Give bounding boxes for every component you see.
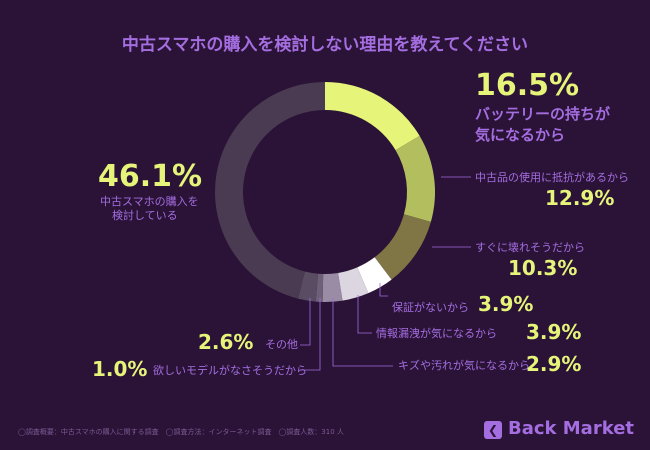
chart-title: 中古スマホの購入を検討しない理由を教えてください	[121, 35, 529, 55]
pct-kizu: 2.9%	[526, 352, 582, 376]
pct-jouhou: 3.9%	[526, 320, 582, 344]
pct-battery: 16.5%	[475, 68, 580, 103]
label-sonota: その他	[265, 338, 298, 351]
leader-kizu	[332, 298, 393, 367]
pct-considering: 46.1%	[98, 159, 203, 194]
label-hoshii: 欲しいモデルがなさそうだから	[153, 364, 307, 377]
donut-slice-7	[298, 271, 319, 302]
donut-slice-0	[325, 82, 420, 151]
label-chuko: 中古品の使用に抵抗があるから	[475, 171, 629, 184]
footer-note: ◯調査概要：中古スマホの購入に関する調査 ◯調査方法：インターネット調査 ◯調査…	[18, 428, 344, 436]
donut-slice-2	[374, 214, 431, 280]
donut-slice-3	[357, 257, 392, 294]
label-hoshou: 保証がないから	[392, 301, 469, 314]
pct-sonota: 2.6%	[198, 330, 254, 354]
brand-name: Back Market	[508, 418, 635, 439]
pct-hoshou: 3.9%	[478, 292, 534, 316]
pct-chuko: 12.9%	[545, 186, 615, 210]
donut-slice-8	[215, 82, 325, 299]
pct-hoshii: 1.0%	[92, 357, 148, 381]
leader-hoshii	[300, 298, 321, 371]
label-considering-2: 検討している	[112, 209, 178, 222]
donut-slice-1	[395, 135, 435, 222]
donut-slice-6	[315, 273, 324, 302]
label-kizu: キズや汚れが気になるから	[398, 359, 530, 372]
label-sugu: すぐに壊れそうだから	[475, 241, 585, 254]
label-considering-1: 中古スマホの購入を	[100, 195, 199, 208]
leader-jouhou	[357, 295, 372, 334]
back-market-logo-icon: ❮	[484, 421, 502, 439]
leader-sonota	[300, 298, 311, 346]
donut-slice-4	[338, 267, 369, 301]
pct-sugu: 10.3%	[508, 256, 578, 280]
label-jouhou: 情報漏洩が気になるから	[376, 327, 497, 340]
donut-slice-5	[322, 272, 343, 302]
leader-hoshou	[379, 283, 388, 297]
label-battery-2: 気になるから	[475, 126, 566, 144]
label-battery-1: バッテリーの持ちが	[475, 105, 611, 123]
